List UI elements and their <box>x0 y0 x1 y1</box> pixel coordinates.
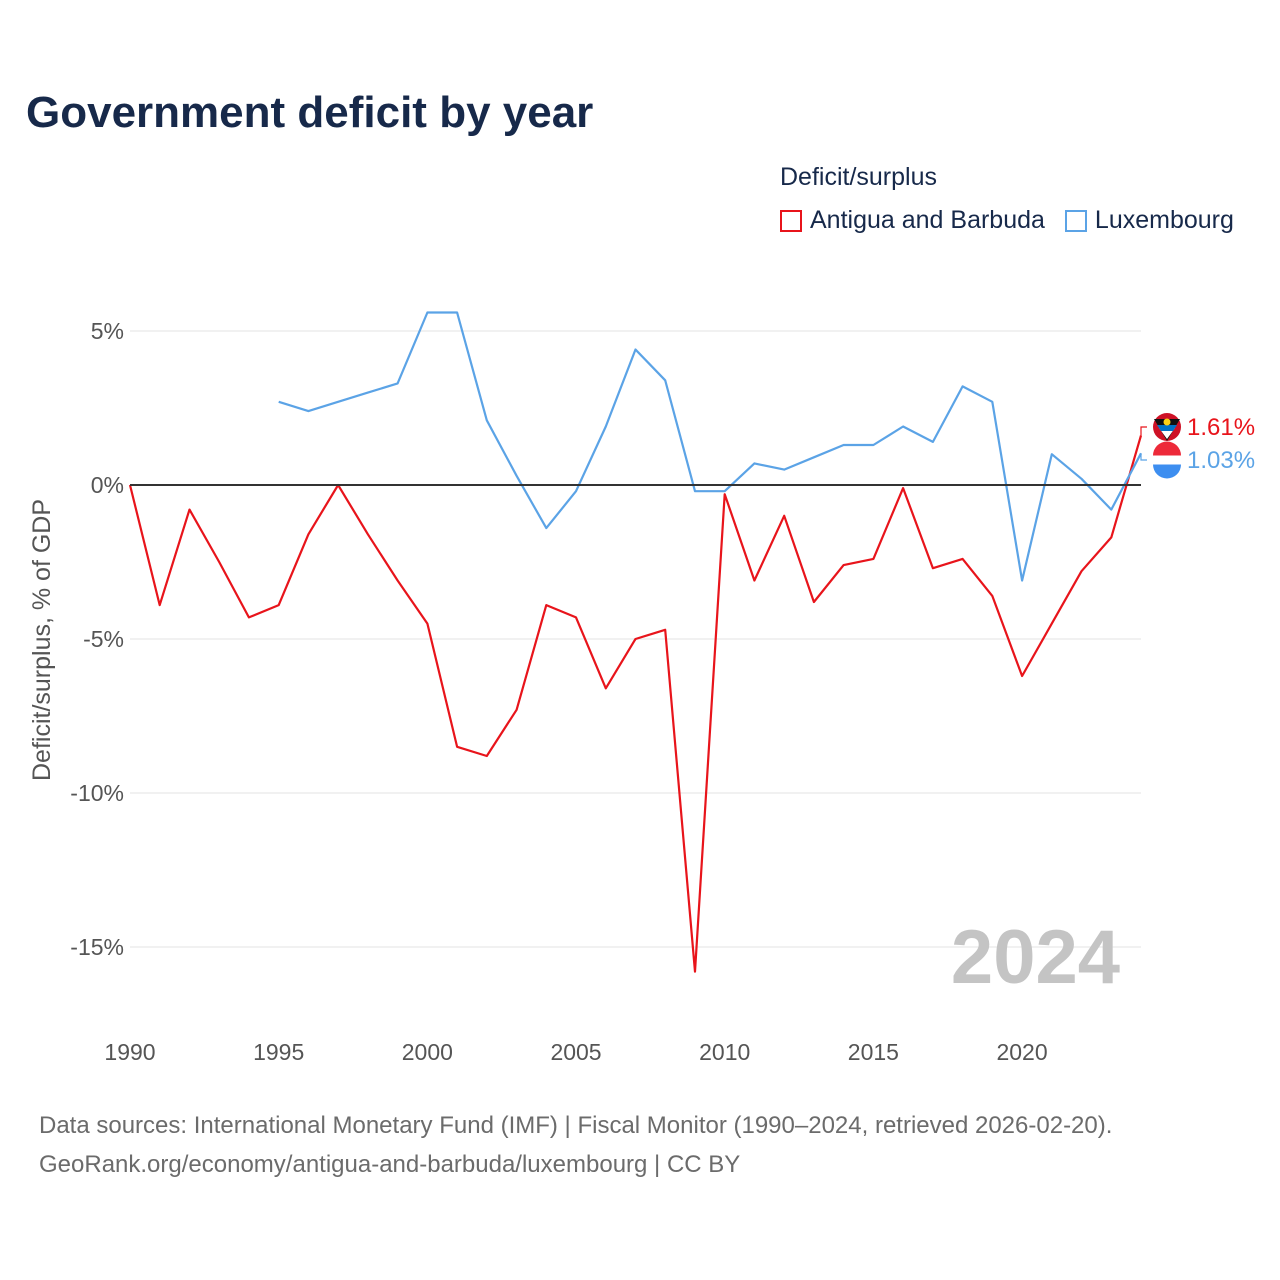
end-value-label: 1.03% <box>1187 447 1255 474</box>
x-tick-label: 2005 <box>550 1039 601 1065</box>
flag-blue-band <box>1157 425 1177 431</box>
series-line-antigua-and-barbuda <box>128 435 1143 973</box>
series-line-luxembourg <box>278 311 1142 582</box>
x-tick-label: 2015 <box>848 1039 899 1065</box>
y-tick-label: -10% <box>70 780 124 806</box>
legend-label-antigua-and-barbuda: Antigua and Barbuda <box>810 206 1045 234</box>
y-tick-label: 0% <box>91 472 124 498</box>
x-tick-label: 2010 <box>699 1039 750 1065</box>
end-value-label: 1.61% <box>1187 414 1255 441</box>
x-tick-label: 2000 <box>402 1039 453 1065</box>
flag-sun <box>1163 418 1171 426</box>
source-url: GeoRank.org/economy/antigua-and-barbuda/… <box>39 1151 741 1178</box>
year-watermark: 2024 <box>951 915 1120 1000</box>
legend-item-antigua-and-barbuda[interactable]: Antigua and Barbuda <box>780 206 1045 235</box>
y-tick-label: -15% <box>70 934 124 960</box>
end-label-connector <box>1140 426 1147 436</box>
y-tick-label: -5% <box>83 626 124 652</box>
legend-swatch-luxembourg <box>1064 209 1087 232</box>
flag-red-band <box>1153 441 1181 456</box>
x-tick-label: 2020 <box>996 1039 1047 1065</box>
data-source-note: Data sources: International Monetary Fun… <box>39 1112 1113 1139</box>
flag-blue-band <box>1153 464 1181 479</box>
legend-label-luxembourg: Luxembourg <box>1094 206 1234 234</box>
legend-title: Deficit/surplus <box>780 163 937 191</box>
legend: Deficit/surplus Antigua and Barbuda Luxe… <box>780 163 1254 235</box>
legend-swatch-antigua-and-barbuda <box>780 209 802 232</box>
x-tick-label: 1990 <box>104 1039 155 1065</box>
footer: Data sources: International Monetary Fun… <box>39 1106 1112 1184</box>
y-tick-label: 5% <box>91 318 124 344</box>
y-axis-title: Deficit/surplus, % of GDP <box>28 499 56 781</box>
end-label-connector <box>1140 453 1147 461</box>
legend-item-luxembourg[interactable]: Luxembourg <box>1064 206 1234 235</box>
page-title: Government deficit by year <box>26 88 594 137</box>
x-tick-label: 1995 <box>253 1039 304 1065</box>
